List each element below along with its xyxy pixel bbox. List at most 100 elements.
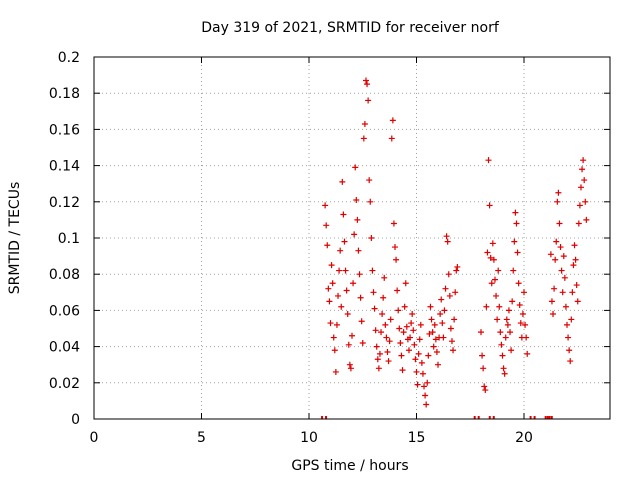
data-point (373, 343, 380, 350)
data-point (450, 347, 457, 354)
data-point (444, 238, 451, 245)
data-point (381, 274, 388, 281)
data-point (333, 321, 340, 328)
x-tick-label: 15 (408, 430, 426, 446)
data-point (445, 271, 452, 278)
data-point (479, 352, 486, 359)
data-point (415, 350, 422, 357)
data-point (340, 211, 347, 218)
data-point (349, 332, 355, 339)
data-point (569, 289, 576, 296)
data-point (490, 256, 497, 263)
data-point (390, 220, 397, 227)
data-point (417, 321, 424, 328)
data-point (352, 164, 359, 171)
x-axis-ticks: 0 5 10 15 20 (90, 57, 533, 446)
data-point (487, 254, 494, 261)
data-point (393, 256, 400, 263)
data-point (394, 287, 401, 294)
data-point (428, 316, 435, 323)
data-point (344, 311, 351, 318)
data-point (422, 392, 429, 399)
data-point (350, 280, 357, 287)
data-point (570, 262, 577, 269)
grid-lines (94, 57, 610, 419)
y-tick-label: 0.1 (58, 231, 80, 247)
data-point (556, 220, 563, 227)
data-point (484, 249, 491, 256)
data-point (347, 365, 354, 372)
data-point (336, 267, 343, 274)
data-point (491, 276, 498, 283)
data-point (448, 338, 455, 345)
data-point (354, 216, 361, 223)
data-point (483, 303, 490, 310)
data-point (427, 303, 434, 310)
data-point (485, 157, 492, 164)
data-point (512, 209, 519, 216)
data-point (425, 352, 432, 359)
data-point (552, 256, 559, 263)
data-point (401, 303, 408, 310)
data-point (331, 347, 338, 354)
data-point (346, 361, 353, 368)
data-point (454, 263, 461, 270)
data-point (360, 135, 367, 142)
x-tick-label: 20 (515, 430, 533, 446)
data-point (577, 184, 584, 191)
data-point (328, 262, 335, 269)
data-point (414, 381, 421, 388)
data-point (447, 325, 454, 332)
data-point (522, 321, 529, 328)
data-point (557, 244, 564, 251)
y-tick-label: 0 (71, 412, 80, 428)
data-point (421, 383, 428, 390)
data-point (572, 256, 579, 263)
data-point (564, 321, 570, 328)
data-point (374, 356, 381, 363)
data-point (583, 216, 590, 223)
data-point (478, 329, 484, 336)
data-point (453, 267, 460, 274)
data-point (581, 177, 588, 184)
data-point (442, 285, 449, 292)
data-point (435, 361, 441, 368)
data-point (342, 267, 349, 274)
data-point (386, 338, 393, 345)
data-point (402, 280, 409, 287)
x-tick-label: 0 (90, 430, 99, 446)
data-point (509, 298, 516, 305)
data-point (503, 316, 510, 323)
data-point (369, 267, 376, 274)
data-point (376, 350, 383, 357)
y-tick-label: 0.08 (49, 267, 80, 283)
data-point (496, 303, 503, 310)
data-point (551, 285, 558, 292)
data-point (338, 303, 345, 310)
data-point (388, 135, 395, 142)
data-point (547, 251, 554, 258)
data-point (364, 81, 371, 88)
data-point (501, 370, 508, 377)
data-point (411, 341, 418, 348)
data-point (579, 166, 586, 173)
data-point (353, 196, 360, 203)
data-point (558, 267, 565, 274)
data-point (433, 349, 440, 356)
data-point (368, 235, 375, 241)
data-point (431, 321, 438, 328)
data-point (335, 292, 342, 299)
data-point (576, 202, 583, 209)
data-point (548, 298, 555, 305)
data-point (365, 97, 372, 104)
data-point (329, 280, 336, 287)
data-point (481, 383, 488, 390)
data-point (429, 329, 436, 336)
data-point (326, 298, 333, 305)
data-point (418, 359, 425, 366)
x-tick-label: 5 (197, 430, 206, 446)
data-point (382, 321, 389, 328)
data-point (357, 294, 364, 301)
data-point (378, 329, 385, 336)
